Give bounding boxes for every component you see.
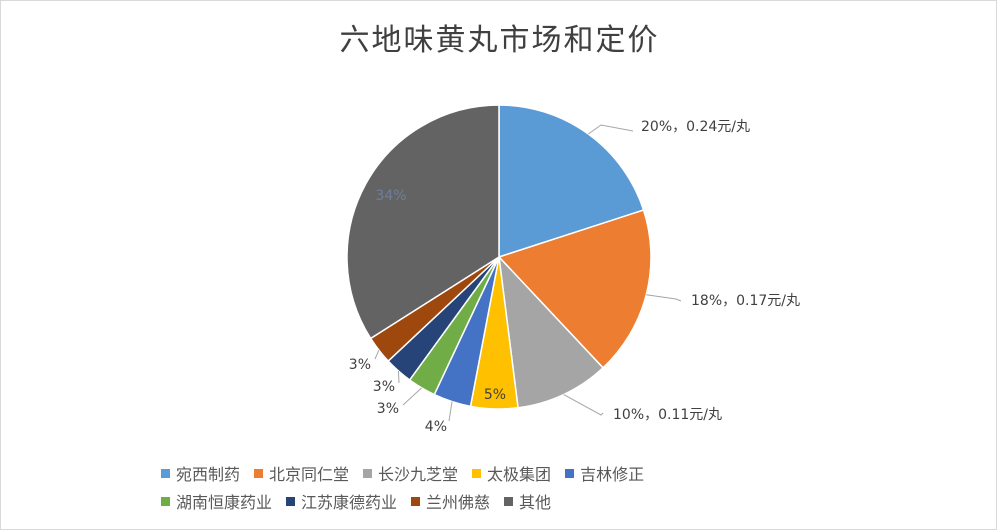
legend-item: 长沙九芝堂 <box>363 461 458 485</box>
legend-label: 太极集团 <box>487 465 552 484</box>
legend-label: 其他 <box>519 493 552 512</box>
data-label-6: 3% <box>373 379 395 395</box>
legend-item: 太极集团 <box>472 461 551 485</box>
chart-title: 六地味黄丸市场和定价 <box>339 23 660 58</box>
legend-item: 江苏康德药业 <box>286 489 397 513</box>
legend-item: 其他 <box>504 489 551 513</box>
legend: 宛西制药 北京同仁堂 长沙九芝堂 太极集团 吉林修正湖南恒康药业 江苏康德药业 兰州佛慈 其他 <box>161 459 861 515</box>
legend-item: 湖南恒康药业 <box>161 489 272 513</box>
data-label-7: 3% <box>349 357 371 373</box>
legend-label: 湖南恒康药业 <box>176 493 273 512</box>
legend-swatch <box>161 468 170 478</box>
leader-line-6 <box>397 370 400 384</box>
data-label-2: 10%，0.11元/丸 <box>613 407 722 423</box>
legend-item: 吉林修正 <box>565 461 644 485</box>
legend-swatch <box>504 496 514 506</box>
data-label-4: 4% <box>425 419 447 435</box>
legend-swatch <box>565 468 575 478</box>
data-label-3: 5% <box>484 387 506 403</box>
legend-swatch <box>363 468 373 478</box>
legend-swatch <box>161 496 170 506</box>
legend-label: 兰州佛慈 <box>426 493 491 512</box>
data-label-1: 18%，0.17元/丸 <box>691 293 800 309</box>
legend-item: 宛西制药 <box>161 461 240 485</box>
data-label-8: 34% <box>375 188 406 204</box>
legend-label: 北京同仁堂 <box>269 465 350 484</box>
pie-slice-0 <box>498 104 645 259</box>
leader-line-0 <box>588 124 634 135</box>
leader-line-4 <box>448 401 453 422</box>
legend-row: 宛西制药 北京同仁堂 长沙九芝堂 太极集团 吉林修正 <box>161 459 861 487</box>
data-label-0: 20%，0.24元/丸 <box>641 119 750 135</box>
legend-swatch <box>286 496 296 506</box>
legend-item: 北京同仁堂 <box>254 461 349 485</box>
legend-swatch <box>254 468 264 478</box>
pie-slice-8 <box>346 104 500 340</box>
pie-slice-1 <box>497 209 652 369</box>
leader-line-5 <box>402 387 422 406</box>
leader-line-7 <box>374 349 380 360</box>
legend-item: 兰州佛慈 <box>411 489 490 513</box>
legend-label: 长沙九芝堂 <box>378 465 459 484</box>
pie-slice-2 <box>497 254 605 409</box>
data-label-5: 3% <box>377 401 399 417</box>
legend-row: 湖南恒康药业 江苏康德药业 兰州佛慈 其他 <box>161 487 861 515</box>
legend-swatch <box>411 496 421 506</box>
legend-label: 吉林修正 <box>580 465 645 484</box>
legend-swatch <box>472 468 482 478</box>
leader-line-1 <box>646 294 682 302</box>
legend-label: 宛西制药 <box>176 465 241 484</box>
legend-label: 江苏康德药业 <box>301 493 398 512</box>
leader-line-2 <box>563 394 604 416</box>
